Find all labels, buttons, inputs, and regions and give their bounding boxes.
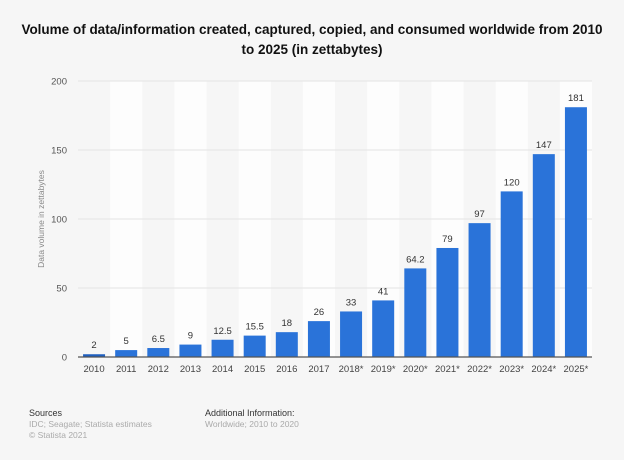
y-tick-label: 100: [51, 215, 67, 226]
x-tick-label: 2014: [212, 364, 233, 375]
bar: [307, 321, 330, 357]
data-label: 15.5: [245, 322, 264, 333]
x-tick-label: 2017: [308, 364, 329, 375]
data-label: 26: [314, 307, 325, 318]
bar: [564, 107, 587, 357]
data-label: 181: [568, 93, 584, 104]
bar: [83, 354, 106, 357]
additional-info-heading: Additional Information:: [205, 408, 295, 418]
x-tick-label: 2016: [276, 364, 297, 375]
bar: [211, 339, 234, 357]
data-label: 12.5: [213, 326, 232, 337]
bar: [532, 154, 555, 357]
data-label: 9: [188, 331, 193, 342]
bar: [115, 350, 138, 357]
bar: [436, 247, 459, 357]
x-tick-label: 2022*: [467, 364, 492, 375]
x-tick-label: 2012: [148, 364, 169, 375]
x-tick-label: 2019*: [371, 364, 396, 375]
data-label: 120: [504, 177, 520, 188]
data-label: 33: [346, 297, 357, 308]
bar: [404, 268, 427, 357]
x-tick-label: 2013: [180, 364, 201, 375]
y-tick-label: 150: [51, 146, 67, 157]
bar: [500, 191, 523, 357]
x-tick-label: 2011: [116, 364, 136, 375]
bar: [147, 348, 170, 357]
sources-text[interactable]: IDC; Seagate; Statista estimates: [29, 419, 152, 429]
x-tick-label: 2018*: [339, 364, 364, 375]
data-label: 6.5: [152, 334, 165, 345]
x-tick-label: 2023*: [499, 364, 524, 375]
additional-info-text: Worldwide; 2010 to 2020: [205, 419, 299, 429]
y-tick-label: 50: [56, 284, 67, 295]
bar: [275, 332, 298, 357]
bar: [243, 335, 266, 357]
data-label: 64.2: [406, 254, 425, 265]
y-tick-label: 200: [51, 77, 67, 88]
additional-info-block: Additional Information: Worldwide; 2010 …: [205, 408, 299, 430]
x-tick-label: 2021*: [435, 364, 460, 375]
x-tick-label: 2015: [244, 364, 265, 375]
y-tick-label: 0: [62, 353, 67, 364]
data-label: 41: [378, 286, 389, 297]
bar-chart: 0 50 100 150 200 Data volume in zettabytes 2 20…: [36, 77, 592, 375]
bar: [468, 223, 491, 357]
x-tick-label: 2010: [83, 364, 104, 375]
data-label: 79: [442, 234, 453, 245]
y-axis-label: Data volume in zettabytes: [36, 170, 46, 268]
sources-block: Sources IDC; Seagate; Statista estimates…: [29, 408, 152, 441]
data-label: 97: [474, 209, 485, 220]
x-tick-label: 2025*: [564, 364, 589, 375]
data-label: 2: [91, 340, 96, 351]
copyright-text: © Statista 2021: [29, 430, 88, 440]
bar: [179, 344, 202, 357]
bar: [372, 300, 395, 357]
bar: [340, 311, 363, 357]
chart-title: Volume of data/information created, capt…: [21, 22, 603, 57]
sources-heading: Sources: [29, 408, 63, 418]
data-label: 18: [282, 318, 293, 329]
data-label: 147: [536, 140, 552, 151]
data-label: 5: [124, 336, 129, 347]
x-tick-label: 2020*: [403, 364, 428, 375]
x-tick-label: 2024*: [531, 364, 556, 375]
